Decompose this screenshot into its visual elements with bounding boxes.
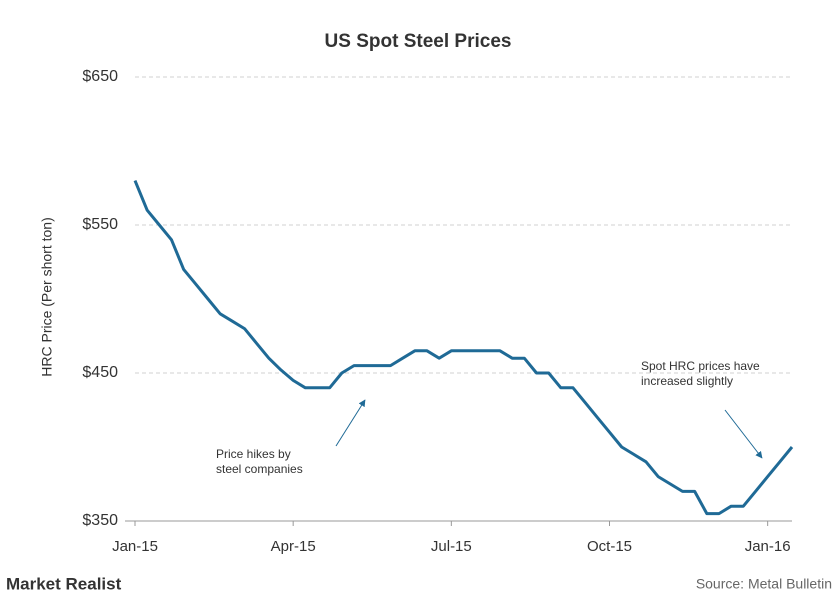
annotation: steel companies: [216, 462, 303, 476]
line-series: [133, 180, 794, 516]
source: Source: Metal Bulletin: [696, 576, 832, 592]
x-tick-label: Apr-15: [271, 538, 316, 555]
annotation: increased slightly: [641, 374, 733, 388]
x-tick-label: Jan-15: [112, 538, 158, 555]
annotation: Price hikes by: [216, 447, 291, 461]
y-tick-label: $350: [82, 512, 118, 529]
y-axis-label: HRC Price (Per short ton): [39, 217, 55, 376]
brand: Market Realist: [6, 574, 122, 593]
chart-title: US Spot Steel Prices: [325, 31, 512, 52]
annotation: Spot HRC prices have: [641, 359, 760, 373]
y-tick-label: $450: [82, 364, 118, 381]
x-tick-label: Jul-15: [431, 538, 472, 555]
annotation-arrow: [724, 409, 763, 459]
x-tick-label: Jan-16: [745, 538, 791, 555]
annotation-arrow: [335, 399, 366, 447]
y-tick-label: $650: [82, 68, 118, 85]
x-tick-label: Oct-15: [587, 538, 632, 555]
y-tick-label: $550: [82, 216, 118, 233]
